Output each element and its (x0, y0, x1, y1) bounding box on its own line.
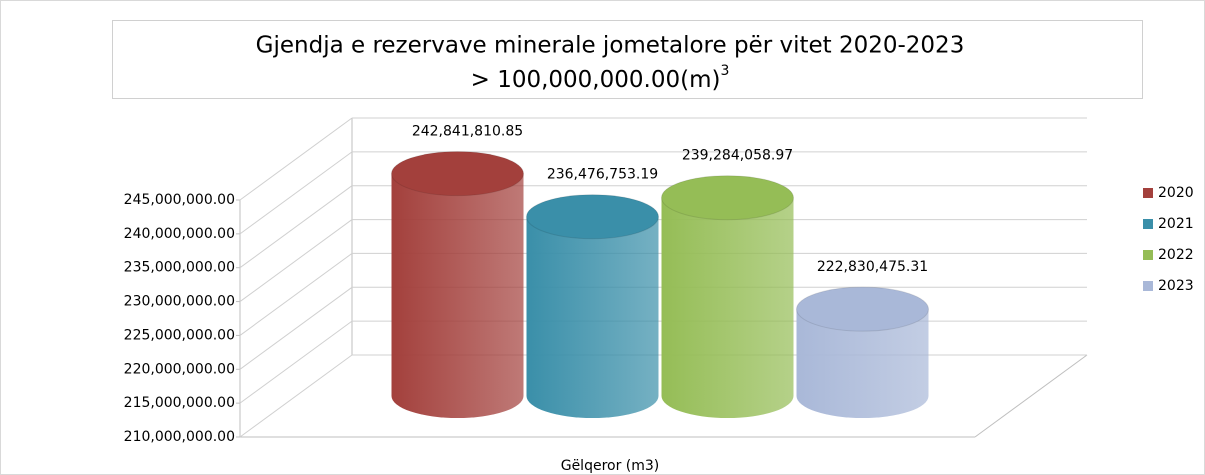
legend-swatch (1143, 250, 1153, 260)
bar (391, 173, 524, 418)
y-tick-label: 215,000,000.00 (124, 395, 235, 411)
grid-line (239, 219, 353, 302)
legend-swatch (1143, 219, 1153, 229)
grid-line (239, 151, 353, 235)
bar-top (526, 194, 659, 240)
bar-top (661, 175, 794, 221)
y-tick-label: 235,000,000.00 (124, 260, 235, 276)
bar-top (796, 286, 929, 332)
legend-swatch (1143, 188, 1153, 198)
bar (796, 309, 929, 418)
chart-title: Gjendja e rezervave minerale jometalore … (256, 33, 965, 59)
chart-subtitle: > 100,000,000.00(m)3 (471, 63, 730, 93)
legend-label: 2021 (1158, 216, 1194, 232)
value-label: 239,284,058.97 (682, 148, 793, 164)
floor-edge (974, 354, 1088, 438)
y-tick-label: 220,000,000.00 (124, 361, 235, 377)
bar (526, 216, 659, 418)
value-label: 222,830,475.31 (817, 259, 928, 275)
subtitle-superscript: 3 (720, 63, 729, 79)
subtitle-text: > 100,000,000.00(m) (471, 67, 721, 93)
value-label: 236,476,753.19 (547, 167, 658, 183)
grid-line (239, 185, 353, 269)
legend-swatch (1143, 281, 1153, 291)
y-tick-label: 225,000,000.00 (124, 327, 235, 343)
x-tick-label: Gëlqeror (m3) (561, 458, 660, 474)
title-box (112, 20, 1143, 99)
bar-top (391, 151, 524, 197)
legend-label: 2023 (1158, 278, 1194, 294)
grid-line (239, 253, 353, 336)
legend-label: 2020 (1158, 185, 1194, 201)
value-label: 242,841,810.85 (412, 124, 523, 140)
y-tick-label: 240,000,000.00 (124, 226, 235, 242)
grid-line (239, 354, 353, 438)
grid-line (239, 286, 353, 370)
y-tick-label: 210,000,000.00 (124, 429, 235, 445)
y-tick-label: 245,000,000.00 (124, 192, 235, 208)
grid-line (239, 117, 353, 201)
bar (661, 197, 794, 418)
legend-label: 2022 (1158, 247, 1194, 263)
grid-line (239, 320, 353, 404)
y-tick-label: 230,000,000.00 (124, 294, 235, 310)
